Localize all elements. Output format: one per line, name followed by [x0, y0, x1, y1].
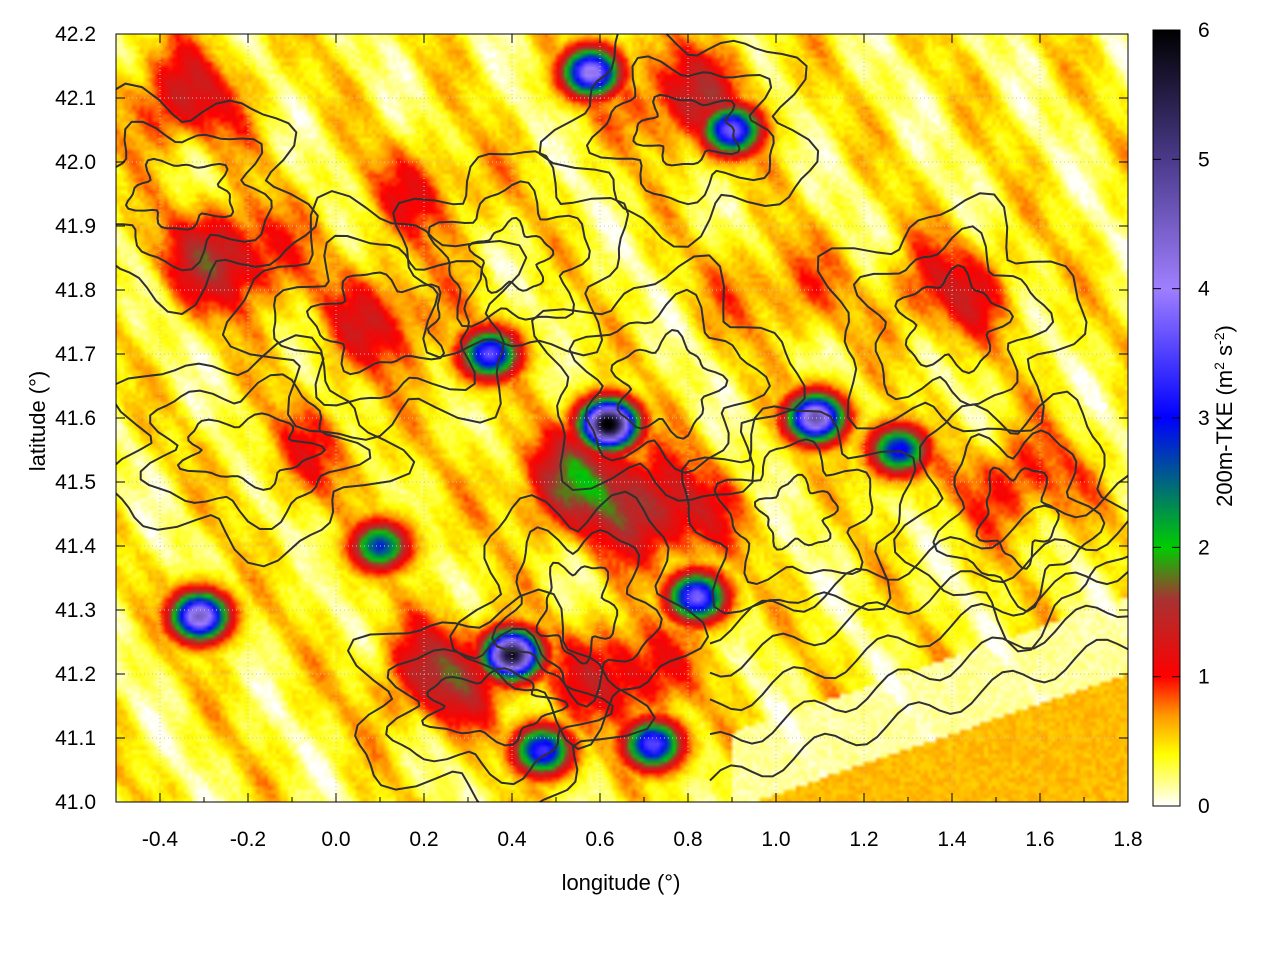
terrain-contour [421, 667, 569, 747]
x-tick-label: 0.2 [409, 828, 438, 851]
colorbar-tick-label: 2 [1198, 536, 1210, 559]
axis-ticks: -0.4 -0.2 0.0 0.2 0.4 0.6 0.8 1.0 1.2 1.4 1.6 1.8 41… [55, 23, 1142, 851]
colorbar-tick-label: 0 [1198, 795, 1210, 818]
y-tick-label: 42.0 [55, 151, 96, 174]
coast-contour [709, 604, 1128, 745]
terrain-contour [680, 405, 917, 615]
x-axis-title: longitude (°) [562, 870, 681, 895]
x-tick-label: -0.4 [142, 828, 179, 851]
y-tick-label: 41.5 [55, 471, 96, 494]
y-tick-label: 41.9 [55, 215, 96, 238]
colorbar-tick-label: 6 [1198, 19, 1210, 42]
y-axis-title: latitude (°) [25, 371, 50, 472]
terrain-contour [893, 390, 1128, 653]
terrain-contour [125, 157, 235, 231]
terrain-contour [139, 373, 372, 530]
x-tick-label: 1.0 [761, 828, 790, 851]
terrain-contour [852, 225, 1055, 407]
terrain-contour [586, 55, 775, 206]
terrain-contour [177, 412, 326, 491]
terrain-contour [538, 34, 820, 248]
coast-contour [709, 638, 1128, 782]
coast-contour [709, 520, 1128, 678]
terrain-contour [754, 473, 839, 551]
terrain-contour [347, 588, 656, 802]
terrain-contour [427, 180, 591, 328]
y-tick-label: 41.1 [55, 727, 96, 750]
terrain-contour [535, 561, 619, 665]
terrain-contour [449, 490, 710, 750]
x-tick-label: 1.6 [1025, 828, 1054, 851]
terrain-contour [467, 216, 555, 294]
y-tick-label: 41.8 [55, 279, 96, 302]
terrain-contour [272, 234, 483, 407]
terrain-contour [713, 438, 874, 585]
x-tick-label: 1.4 [937, 828, 967, 851]
colorbar-tick-label: 4 [1198, 278, 1210, 301]
terrain-contour [975, 466, 1060, 570]
y-tick-label: 42.2 [55, 23, 96, 46]
terrain-contour [116, 82, 319, 315]
terrain-contour [531, 254, 806, 502]
colorbar-tick-label: 5 [1198, 148, 1210, 171]
y-tick-label: 42.1 [55, 87, 96, 110]
plot-area [116, 34, 1128, 802]
y-tick-label: 41.0 [55, 791, 96, 814]
colorbar-title: 200m-TKE (m2 s-2) [1211, 325, 1237, 507]
x-tick-label: 1.2 [849, 828, 878, 851]
y-tick-label: 41.3 [55, 599, 96, 622]
x-tick-label: 0.8 [673, 828, 702, 851]
colorbar-tick-label: 1 [1198, 666, 1210, 689]
colorbar-tick-label: 3 [1198, 407, 1210, 430]
terrain-contour [894, 264, 1014, 375]
coast-contour [709, 474, 1128, 645]
y-tick-label: 41.4 [55, 535, 96, 558]
y-tick-label: 41.2 [55, 663, 96, 686]
y-tick-label: 41.7 [55, 343, 96, 366]
terrain-contour [385, 627, 614, 786]
terrain-contour [221, 190, 528, 441]
terrain-contour [932, 429, 1106, 613]
terrain-contour [491, 526, 663, 708]
x-tick-label: 1.8 [1113, 828, 1142, 851]
x-tick-label: 0.4 [497, 828, 527, 851]
x-tick-label: 0.0 [321, 828, 350, 851]
coast-contour [709, 571, 1128, 712]
terrain-contour [116, 120, 273, 272]
colorbar-ticks: 0 1 2 3 4 5 6 [1153, 19, 1210, 818]
y-tick-label: 41.6 [55, 407, 96, 430]
terrain-contours [116, 34, 1128, 802]
terrain-contour [610, 329, 729, 440]
terrain-contour [306, 271, 446, 376]
x-tick-label: 0.6 [585, 828, 614, 851]
x-tick-label: -0.2 [230, 828, 266, 851]
terrain-contour [632, 93, 741, 167]
